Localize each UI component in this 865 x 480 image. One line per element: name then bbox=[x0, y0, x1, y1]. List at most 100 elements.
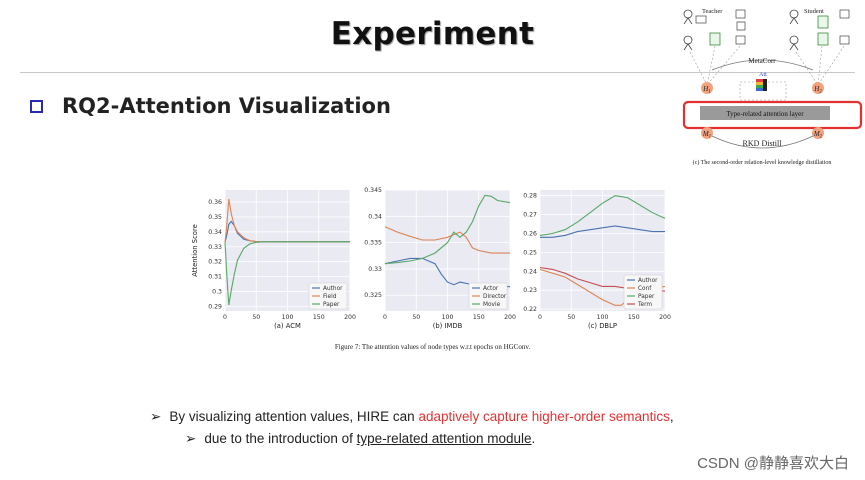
series-line-paper bbox=[539, 195, 666, 236]
h1-sub: 1 bbox=[708, 90, 711, 95]
section-heading: RQ2-Attention Visualization bbox=[62, 94, 391, 118]
y-tick-label: 0.23 bbox=[523, 287, 537, 294]
y-tick-label: 0.33 bbox=[368, 266, 382, 273]
watermark: CSDN @静静喜欢大白 bbox=[697, 455, 849, 472]
x-tick-label: 150 bbox=[313, 314, 325, 321]
h2-sub: 2 bbox=[819, 90, 822, 95]
y-axis-label: Attention Score bbox=[191, 224, 199, 277]
att-label: Att bbox=[759, 72, 767, 78]
y-tick-label: 0.34 bbox=[208, 229, 222, 236]
x-tick-label: 150 bbox=[473, 314, 485, 321]
x-tick-label: 0 bbox=[538, 314, 542, 321]
bullet-2: ➢ due to the introduction of type-related… bbox=[185, 431, 535, 447]
m2-label: M bbox=[813, 130, 821, 138]
y-tick-label: 0.325 bbox=[364, 292, 382, 299]
legend-label: Actor bbox=[483, 286, 499, 292]
x-tick-label: 150 bbox=[628, 314, 640, 321]
svg-text:M1: M1 bbox=[702, 130, 711, 140]
chart-subtitle: (c) DBLP bbox=[588, 322, 617, 330]
m2-node bbox=[812, 127, 824, 139]
m1-sub: 1 bbox=[709, 135, 712, 140]
legend-label: Conf bbox=[638, 286, 652, 292]
legend-label: Director bbox=[483, 294, 507, 300]
svg-text:H2: H2 bbox=[813, 85, 822, 95]
h1-node bbox=[701, 82, 713, 94]
rkd-arc bbox=[711, 135, 814, 149]
y-tick-label: 0.31 bbox=[208, 274, 222, 281]
highlight-box bbox=[682, 100, 863, 130]
teacher-cluster: Teacher bbox=[683, 8, 746, 51]
y-tick-label: 0.345 bbox=[364, 187, 382, 194]
m1-node bbox=[701, 127, 713, 139]
y-tick-label: 0.29 bbox=[208, 304, 222, 311]
legend-label: Paper bbox=[323, 302, 340, 308]
series-line-author bbox=[540, 225, 665, 238]
rkd-label: RKD Distill bbox=[743, 139, 783, 148]
series-line-movie bbox=[384, 194, 511, 265]
bullet-1-text: By visualizing attention values, HIRE ca… bbox=[169, 409, 419, 424]
arrow-bullet-icon: ➢ bbox=[150, 409, 162, 424]
x-tick-label: 100 bbox=[597, 314, 609, 321]
svg-text:M2: M2 bbox=[813, 130, 823, 140]
y-tick-label: 0.25 bbox=[523, 249, 537, 256]
bullet-2-end: . bbox=[531, 431, 536, 446]
x-tick-label: 100 bbox=[282, 314, 294, 321]
y-tick-label: 0.24 bbox=[523, 268, 537, 275]
legend-label: Author bbox=[638, 278, 658, 284]
x-tick-label: 200 bbox=[504, 314, 516, 321]
student-cluster: Student bbox=[789, 8, 850, 51]
chart-subtitle: (a) ACM bbox=[274, 322, 301, 330]
x-tick-label: 100 bbox=[442, 314, 454, 321]
student-label: Student bbox=[804, 8, 824, 15]
square-bullet-icon bbox=[30, 100, 43, 113]
legend-box bbox=[308, 282, 348, 310]
m1-label: M bbox=[702, 130, 710, 138]
y-tick-label: 0.33 bbox=[208, 244, 222, 251]
legend-label: Term bbox=[637, 302, 652, 308]
x-tick-label: 200 bbox=[344, 314, 356, 321]
m2-sub: 2 bbox=[820, 135, 823, 140]
type-layer-label: Type-related attention layer bbox=[726, 110, 804, 118]
h2-node bbox=[812, 82, 824, 94]
x-tick-label: 0 bbox=[223, 314, 227, 321]
legend-box bbox=[623, 274, 663, 310]
metacorr-arc bbox=[711, 59, 814, 71]
legend-box bbox=[468, 282, 508, 310]
y-tick-label: 0.3 bbox=[212, 289, 222, 296]
series-line-paper bbox=[224, 241, 350, 306]
y-tick-label: 0.26 bbox=[523, 230, 537, 237]
x-tick-label: 50 bbox=[252, 314, 260, 321]
y-tick-label: 0.36 bbox=[208, 199, 222, 206]
legend-label: Field bbox=[323, 294, 337, 300]
x-tick-label: 0 bbox=[383, 314, 387, 321]
framework-diagram: Teacher Student MetaCorr H1 H2 Att Type- bbox=[682, 8, 863, 166]
h1-label: H bbox=[702, 85, 709, 93]
slide-title: Experiment bbox=[330, 16, 535, 52]
y-tick-label: 0.22 bbox=[523, 306, 537, 313]
x-tick-label: 200 bbox=[659, 314, 671, 321]
y-tick-label: 0.27 bbox=[523, 212, 537, 219]
svg-text:H1: H1 bbox=[702, 85, 711, 95]
bullet-2-underlined: type-related attention module bbox=[356, 431, 532, 446]
x-tick-label: 50 bbox=[412, 314, 420, 321]
diagram-caption: (c) The second-order relation-level know… bbox=[693, 159, 832, 166]
x-tick-label: 50 bbox=[567, 314, 575, 321]
h2-label: H bbox=[813, 85, 820, 93]
type-layer-bar bbox=[700, 106, 830, 120]
bullet-1-end: , bbox=[669, 409, 674, 424]
y-tick-label: 0.34 bbox=[368, 213, 382, 220]
legend-label: Movie bbox=[483, 302, 501, 308]
y-tick-label: 0.35 bbox=[208, 214, 222, 221]
figure-caption: Figure 7: The attention values of node t… bbox=[334, 343, 531, 351]
bullet-1: ➢ By visualizing attention values, HIRE c… bbox=[150, 409, 674, 425]
attention-charts: 0 50 100 150 200 0.29 0.3 0.31 0.32 0.33 0.34 0.35 0… bbox=[191, 187, 671, 330]
legend-label: Paper bbox=[638, 294, 655, 300]
teacher-label: Teacher bbox=[702, 8, 723, 15]
bullet-1-highlight: adaptively capture higher-order semantic… bbox=[418, 409, 670, 424]
title-divider bbox=[20, 72, 855, 73]
y-tick-label: 0.28 bbox=[523, 193, 537, 200]
arrow-bullet-icon: ➢ bbox=[185, 431, 197, 446]
connector-lines bbox=[689, 45, 845, 86]
y-tick-label: 0.32 bbox=[208, 259, 222, 266]
metacorr-label: MetaCorr bbox=[748, 57, 776, 65]
